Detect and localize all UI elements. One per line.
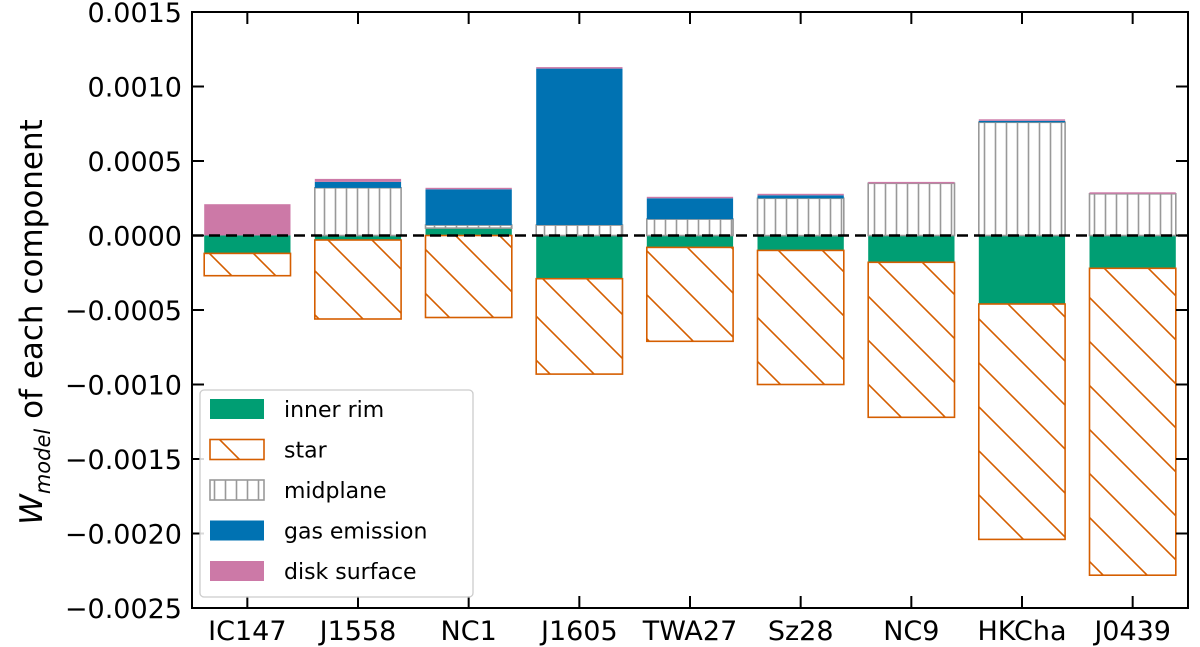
y-axis-title-subscript: model [31,429,55,495]
legend-swatch-gas_emission [210,520,264,541]
x-tick-label-TWA27: TWA27 [642,616,738,647]
bar-disk_surface-TWA27 [646,196,734,199]
x-tick-label-NC1: NC1 [441,616,497,647]
legend-box [199,389,474,598]
bar-inner_rim-J1605 [536,235,623,279]
legend-label-star: star [284,439,328,464]
bar-midplane-Sz28 [756,197,845,237]
legend-label-inner_rim: inner rim [284,398,384,423]
bar-gas_emission-Sz28 [757,195,844,199]
legend-swatch-inner_rim [210,399,264,419]
bar-gas_emission-TWA27 [646,198,734,220]
bar-midplane-HKCha [977,121,1066,237]
y-tick-label: −0.0020 [65,520,182,551]
y-tick-label: −0.0025 [65,594,182,625]
bar-midplane-J1605 [535,224,624,237]
bar-star-J0439 [1088,267,1177,576]
y-tick-label: −0.0010 [65,371,182,402]
x-tick-label-J1605: J1605 [539,616,618,647]
bar-inner_rim-J0439 [1089,235,1176,269]
bar-disk_surface-IC147 [204,204,291,236]
bar-midplane-NC9 [867,182,956,237]
bar-disk_surface-J0439 [1089,192,1176,194]
bar-gas_emission-HKCha [978,120,1066,123]
y-tick-label: 0.0015 [88,0,182,29]
x-tick-label-NC9: NC9 [883,616,939,647]
bar-star-J1558 [313,239,402,320]
bar-gas_emission-J1558 [314,181,402,188]
bar-inner_rim-Sz28 [757,235,844,251]
y-axis-title: Wmodel of each component [14,119,55,525]
bar-inner_rim-TWA27 [646,235,734,248]
bar-midplane-NC1 [424,224,513,229]
bar-gas_emission-J1605 [536,68,623,225]
y-tick-label: 0.0005 [88,147,182,178]
bar-star-TWA27 [645,246,734,343]
y-axis-title-main: W [14,493,50,525]
bar-star-J1605 [535,277,624,375]
legend-swatch-star [209,438,265,461]
bar-star-Sz28 [756,249,845,386]
bar-star-NC9 [867,261,956,419]
x-tick-label-HKCha: HKCha [977,616,1066,647]
legend-label-gas_emission: gas emission [284,520,427,545]
bar-inner_rim-HKCha [978,235,1066,304]
y-tick-label: 0.0000 [88,222,182,253]
bar-star-IC147 [203,252,292,277]
bar-inner_rim-J1558 [314,235,402,240]
bar-disk_surface-J1605 [536,67,623,69]
bar-inner_rim-NC9 [868,235,955,263]
y-axis-title-rest: of each component [14,119,50,429]
bar-gas_emission-NC1 [425,189,512,226]
x-tick-label-J0439: J0439 [1092,616,1171,647]
bar-disk_surface-HKCha [978,119,1066,121]
plot-frame [191,11,1189,609]
bar-disk_surface-NC1 [425,187,512,190]
bar-inner_rim-NC1 [425,228,512,236]
y-tick-label: −0.0015 [65,445,182,476]
legend-label-disk_surface: disk surface [284,560,417,585]
legend: inner rim star midplane gas emission disk su… [199,389,474,598]
x-axis-ticks: IC147 J1558 NC1 J1605 TWA27 Sz28 NC9 HKCha J0439 [208,12,1171,647]
bar-disk_surface-Sz28 [757,193,844,196]
bar-inner_rim-IC147 [204,235,291,254]
bar-midplane-TWA27 [645,218,734,237]
x-tick-label-J1558: J1558 [318,616,397,647]
bars-layer [203,67,1177,576]
bar-star-HKCha [977,303,1066,541]
x-tick-label-IC147: IC147 [208,616,286,647]
legend-swatch-midplane [209,479,265,501]
legend-swatch-disk_surface [210,561,264,581]
bar-midplane-J0439 [1088,193,1177,237]
bar-disk_surface-NC9 [868,181,955,184]
y-tick-label: −0.0005 [65,296,182,327]
legend-label-midplane: midplane [284,479,387,504]
bar-midplane-J1558 [313,187,402,237]
svg-text:Wmodel of each component: Wmodel of each component [14,119,55,525]
bar-disk_surface-J1558 [314,178,402,182]
bar-star-NC1 [424,234,513,319]
x-tick-label-Sz28: Sz28 [768,616,834,647]
y-tick-label: 0.0010 [88,73,182,104]
